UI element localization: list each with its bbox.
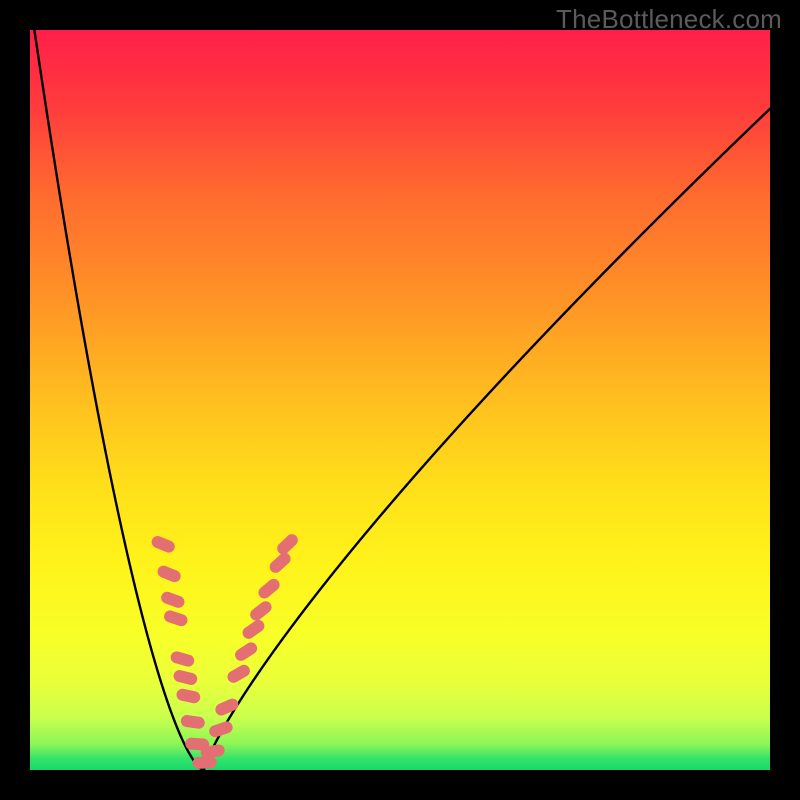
watermark-text: TheBottleneck.com	[556, 4, 782, 35]
bottleneck-curve	[34, 30, 770, 770]
data-marker	[256, 576, 282, 601]
data-marker	[208, 720, 235, 739]
data-marker	[175, 688, 201, 705]
data-marker	[163, 609, 190, 628]
data-marker	[267, 550, 293, 575]
data-marker	[233, 640, 260, 663]
data-marker	[180, 714, 205, 729]
chart-container: TheBottleneck.com	[0, 0, 800, 800]
data-marker	[156, 564, 183, 584]
bottleneck-chart	[0, 0, 800, 800]
data-marker	[169, 650, 195, 668]
data-marker	[248, 599, 274, 623]
marker-layer	[150, 532, 300, 769]
data-marker	[213, 697, 240, 718]
data-marker	[172, 669, 198, 686]
data-marker	[275, 532, 301, 557]
data-marker	[225, 663, 252, 685]
curve-layer	[34, 30, 770, 770]
data-marker	[240, 618, 267, 642]
data-marker	[150, 534, 177, 554]
data-marker	[159, 590, 186, 609]
